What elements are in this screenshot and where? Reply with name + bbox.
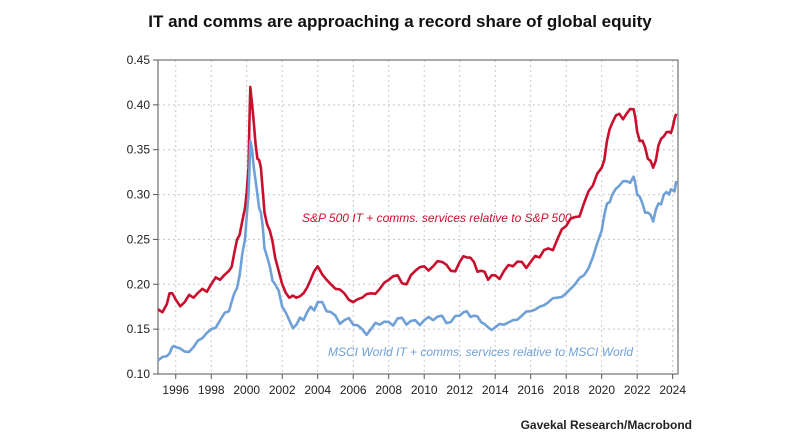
x-tick-label: 2006 [340,383,367,397]
y-tick-label: 0.25 [127,232,151,246]
x-tick-label: 2016 [517,383,544,397]
x-tick-label: 2020 [588,383,615,397]
sp500-series-label: S&P 500 IT + comms. services relative to… [302,211,572,225]
series-layer [157,85,678,362]
x-tick-label: 2004 [304,383,331,397]
sp500-series-line [157,85,678,314]
axes: 0.10 0.15 0.20 0.25 0.30 0.35 0.40 0.45 1996 1998… [127,53,687,397]
y-tick-label: 0.15 [127,322,151,336]
x-tick-label: 1996 [162,383,189,397]
y-tick-label: 0.35 [127,143,151,157]
source-credit: Gavekal Research/Macrobond [520,418,692,432]
x-tick-label: 2024 [659,383,686,397]
msci-world-series-line [157,139,678,362]
y-tick-label: 0.10 [127,367,151,381]
x-tick-label: 2008 [375,383,402,397]
plot-frame [157,59,679,375]
x-tick-label: 2002 [269,383,296,397]
y-tick-label: 0.40 [127,98,151,112]
x-tick-label: 2018 [553,383,580,397]
x-tick-label: 2000 [233,383,260,397]
chart-title: IT and comms are approaching a record sh… [148,12,652,31]
y-tick-label: 0.45 [127,53,151,67]
msci-world-series-label: MSCI World IT + comms. services relative… [328,345,633,359]
x-tick-label: 2014 [482,383,509,397]
x-tick-label: 2022 [624,383,651,397]
y-tick-label: 0.20 [127,277,151,291]
gridlines [158,59,678,375]
x-tick-label: 1998 [198,383,225,397]
y-tick-label: 0.30 [127,188,151,202]
x-tick-label: 2012 [446,383,473,397]
x-tick-label: 2010 [411,383,438,397]
